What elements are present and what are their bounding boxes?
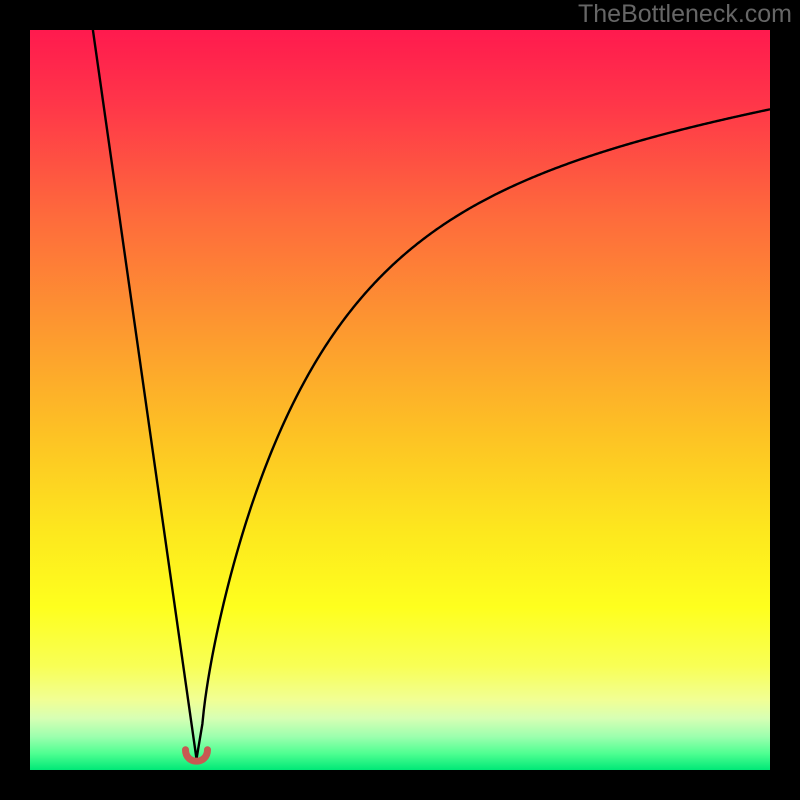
watermark-text: TheBottleneck.com — [578, 0, 792, 29]
chart-svg — [0, 0, 800, 800]
chart-background — [30, 30, 770, 770]
chart-stage: TheBottleneck.com — [0, 0, 800, 800]
